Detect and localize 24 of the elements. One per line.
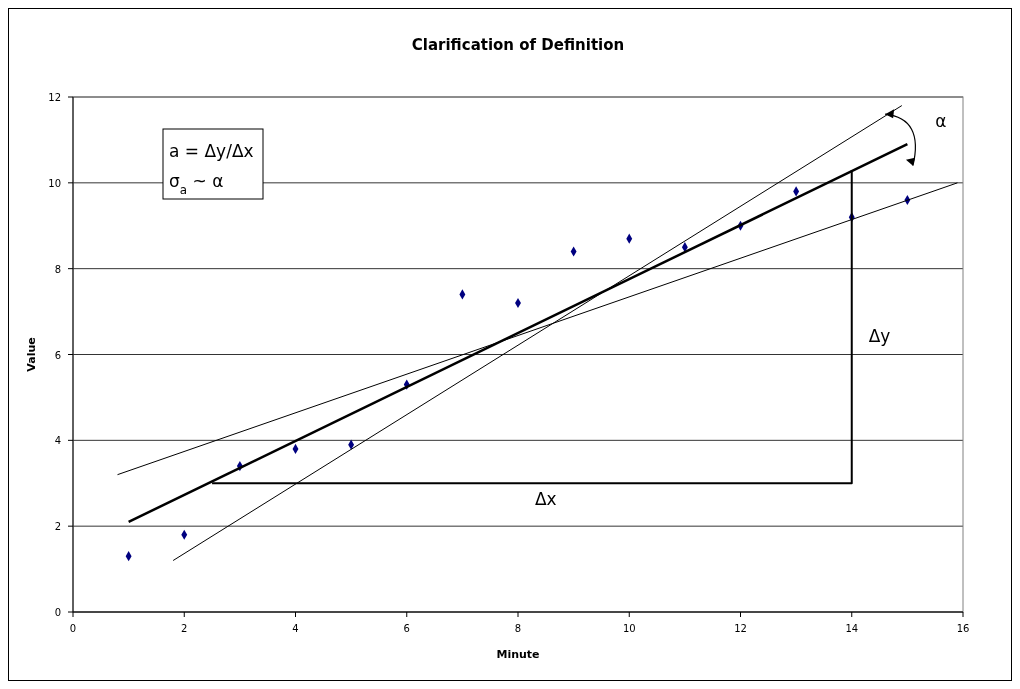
y-tick-label: 8 <box>54 263 61 275</box>
x-tick-label: 12 <box>734 623 747 634</box>
y-tick-label: 4 <box>54 435 61 447</box>
x-tick-label: 8 <box>514 623 522 634</box>
y-tick-label: 12 <box>48 92 61 103</box>
y-axis-title: Value <box>25 337 38 372</box>
x-tick-label: 2 <box>181 623 188 634</box>
annotation: σ$_{a}$ ~ α <box>169 171 224 197</box>
x-tick-label: 16 <box>956 623 970 634</box>
annotation: α <box>935 111 947 132</box>
x-tick-label: 4 <box>292 623 299 634</box>
chart-title: Clarification of Definition <box>411 36 625 54</box>
x-axis-title: Minute <box>496 648 540 661</box>
annotation: Δx <box>534 488 557 509</box>
x-tick-label: 6 <box>403 623 410 634</box>
annotation: Δy <box>868 325 891 346</box>
y-tick-label: 2 <box>54 521 61 533</box>
y-tick-label: 10 <box>48 177 61 189</box>
x-tick-label: 14 <box>845 623 859 634</box>
x-tick-label: 0 <box>69 623 77 634</box>
x-tick-label: 10 <box>622 623 636 634</box>
y-tick-label: 6 <box>54 349 61 361</box>
y-tick-label: 0 <box>54 607 61 618</box>
annotation: a = Δy/Δx <box>169 141 254 161</box>
